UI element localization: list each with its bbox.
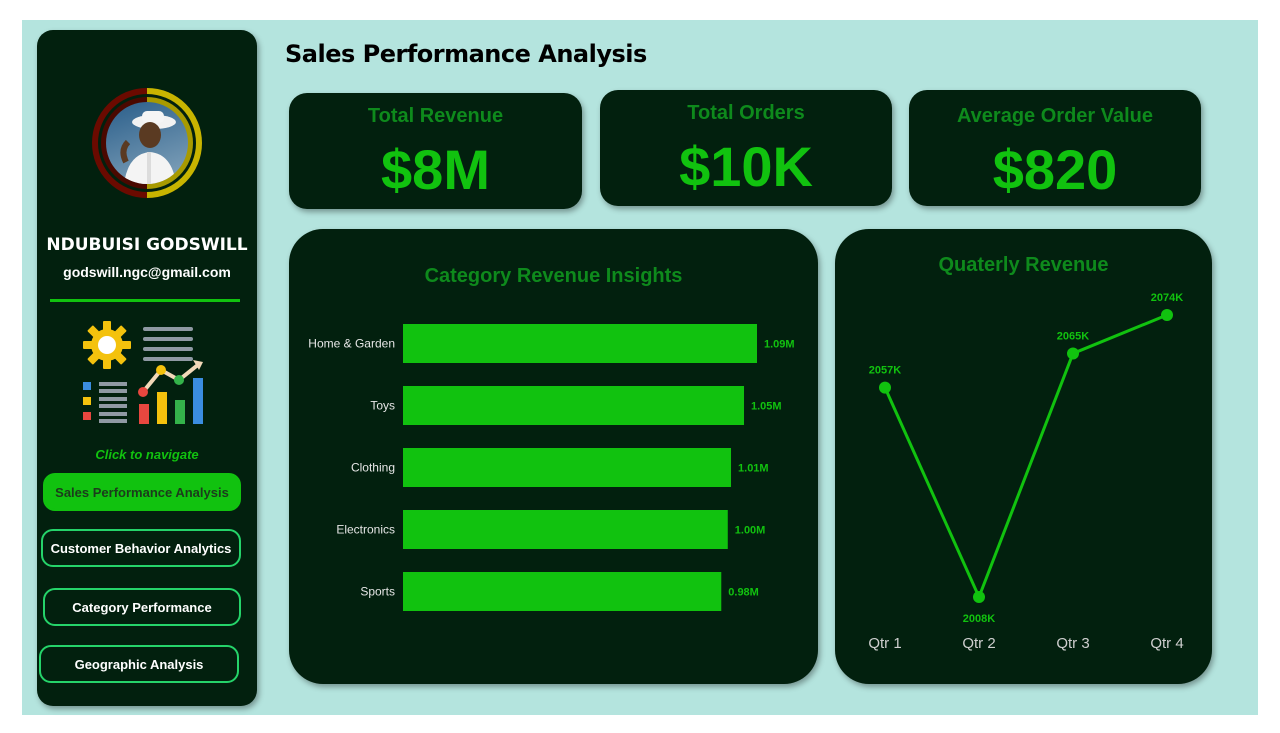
data-label: 2008K [963,613,995,625]
x-tick-label: Qtr 3 [1056,635,1089,652]
revenue-line [883,313,1168,601]
page-title: Sales Performance Analysis [285,40,647,68]
nav-sales-performance-button[interactable]: Sales Performance Analysis [43,473,241,511]
quarterly-revenue-chart: 2057K Qtr 1 2008K Qtr 2 2065K Qtr 3 2074K Qtr 4 [868,292,1183,652]
kpi-total-orders-card: Total Orders $10K [600,90,892,206]
bar-chart-icon [139,378,203,424]
bar [403,510,728,549]
bar [403,324,757,363]
x-tick-label: Qtr 1 [868,635,901,652]
gear-icon [83,321,131,369]
bar-value-label: 1.01M [738,463,769,475]
data-label: 2074K [1151,292,1183,304]
user-name: NDUBUISI GODSWILL [46,235,248,255]
nav-geographic-analysis-button[interactable]: Geographic Analysis [39,645,239,683]
x-tick-label: Qtr 4 [1150,635,1183,652]
nav-customer-behavior-button[interactable]: Customer Behavior Analytics [41,529,241,567]
bar-category-label: Clothing [351,461,395,475]
nav-category-performance-button[interactable]: Category Performance [43,588,241,626]
bar-category-label: Electronics [336,523,395,537]
bar-value-label: 1.00M [735,525,766,537]
kpi-total-revenue-card: Total Revenue $8M [289,93,582,209]
bar-value-label: 0.98M [728,587,759,599]
list-icon [143,327,193,361]
user-email: godswill.ngc@gmail.com [63,264,231,280]
data-label: 2057K [869,365,901,377]
avatar [92,88,202,198]
kpi-value: $10K [679,135,813,198]
kpi-value: $820 [992,138,1118,201]
analytics-illustration [83,321,203,424]
data-label: 2065K [1057,330,1089,342]
kpi-value: $8M [381,138,490,201]
data-point [879,381,891,394]
kpi-label: Total Revenue [367,105,504,127]
trend-arrow-icon [138,360,203,397]
data-point [1067,347,1079,360]
quarterly-revenue-panel: Quaterly Revenue 2057K Qtr 1 2008K Qtr 2 206… [835,229,1212,684]
bar-category-label: Home & Garden [308,337,395,351]
bar-category-label: Sports [360,585,395,599]
bar [403,572,722,611]
kpi-average-order-value-card: Average Order Value $820 [909,90,1201,206]
bar-value-label: 1.05M [751,401,782,413]
category-revenue-panel: Category Revenue Insights Home & Garden 1… [289,229,818,684]
sidebar: NDUBUISI GODSWILL godswill.ngc@gmail.com [37,30,257,706]
category-revenue-title: Category Revenue Insights [424,265,683,287]
bar-category-label: Toys [370,399,395,413]
kpi-label: Average Order Value [956,105,1154,127]
nav-hint: Click to navigate [95,447,199,462]
category-revenue-chart: Home & Garden 1.09M Toys 1.05M Clothing 1.01M… [308,324,795,611]
data-point [1161,309,1173,321]
kpi-label: Total Orders [687,102,805,124]
data-point [973,591,985,603]
bullet-list-icon [83,382,127,423]
bar-value-label: 1.09M [764,339,795,351]
person-illustration [120,111,176,184]
x-tick-label: Qtr 2 [962,635,995,652]
bar [403,386,745,425]
bar [403,448,732,487]
quarterly-revenue-title: Quaterly Revenue [938,254,1109,276]
sidebar-divider [50,299,240,302]
profile-photo [106,102,188,184]
